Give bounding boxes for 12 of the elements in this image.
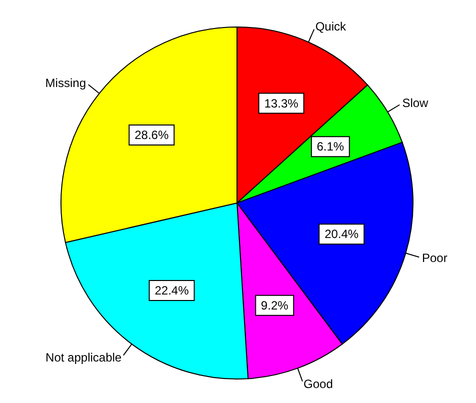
data-label: 22.4% — [154, 283, 190, 298]
slice-label: Good — [304, 377, 333, 392]
data-label: 6.1% — [316, 140, 344, 154]
data-label: 13.3% — [264, 96, 299, 110]
slice-label: Not applicable — [46, 350, 122, 365]
slice-label: Poor — [422, 251, 448, 266]
data-label: 20.4% — [324, 227, 359, 242]
slice-label: Slow — [402, 96, 429, 110]
slice-label: Missing — [45, 76, 86, 90]
data-label: 28.6% — [134, 128, 169, 142]
slice-label: Quick — [315, 20, 347, 34]
data-label: 9.2% — [260, 298, 289, 312]
